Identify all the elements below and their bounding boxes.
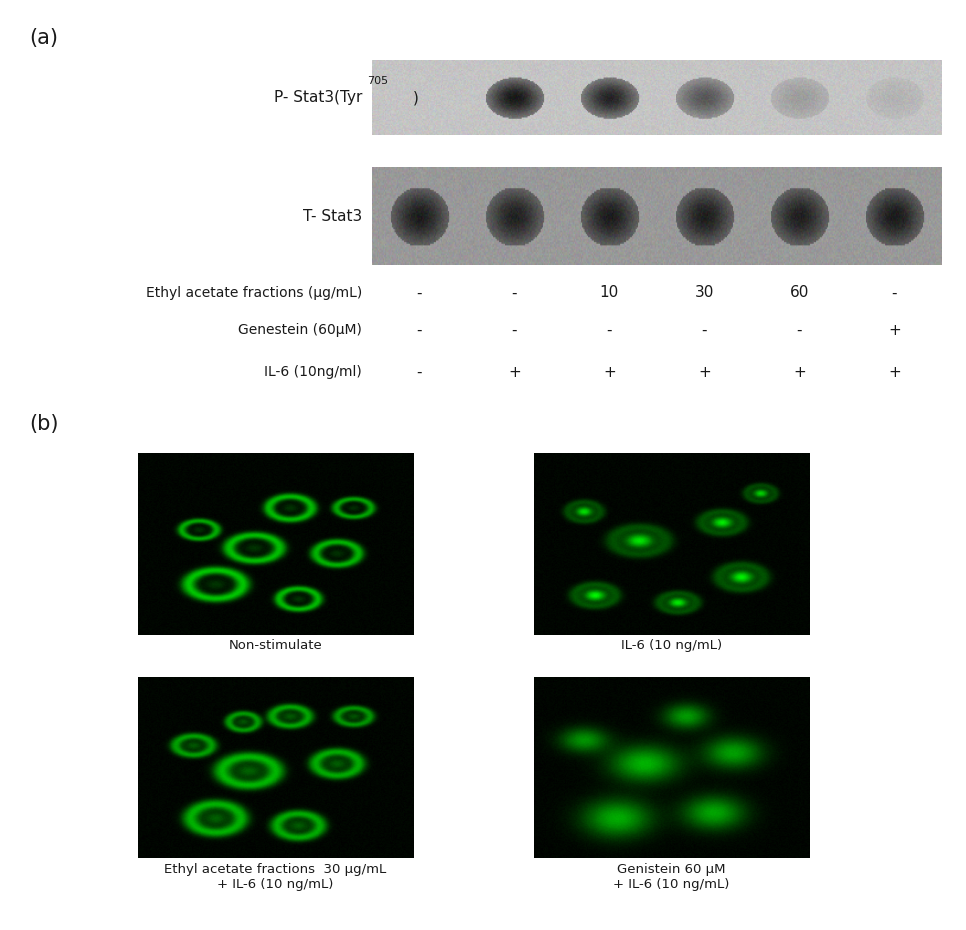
Text: (b): (b)	[29, 414, 59, 434]
Text: Non-stimulate: Non-stimulate	[228, 640, 323, 652]
Text: IL-6 (10ng/ml): IL-6 (10ng/ml)	[265, 365, 362, 379]
Text: -: -	[512, 286, 517, 300]
Text: +: +	[793, 365, 806, 379]
Text: Ethyl acetate fractions  30 μg/mL
+ IL-6 (10 ng/mL): Ethyl acetate fractions 30 μg/mL + IL-6 …	[164, 863, 386, 891]
Text: +: +	[508, 365, 521, 379]
Text: +: +	[888, 323, 900, 338]
Text: +: +	[698, 365, 711, 379]
Text: Genistein 60 μM
+ IL-6 (10 ng/mL): Genistein 60 μM + IL-6 (10 ng/mL)	[613, 863, 729, 891]
Text: Ethyl acetate fractions (μg/mL): Ethyl acetate fractions (μg/mL)	[146, 286, 362, 300]
Text: +: +	[603, 365, 615, 379]
Text: 60: 60	[789, 286, 810, 300]
Text: -: -	[416, 365, 422, 379]
Text: -: -	[416, 323, 422, 338]
Text: -: -	[701, 323, 707, 338]
Text: +: +	[888, 365, 900, 379]
Text: -: -	[892, 286, 897, 300]
Text: T- Stat3: T- Stat3	[303, 208, 362, 224]
Text: 10: 10	[600, 286, 619, 300]
Text: -: -	[416, 286, 422, 300]
Text: Genestein (60μM): Genestein (60μM)	[239, 323, 362, 338]
Text: (a): (a)	[29, 28, 58, 48]
Text: IL-6 (10 ng/mL): IL-6 (10 ng/mL)	[621, 640, 722, 652]
Text: ): )	[412, 90, 418, 105]
Text: 30: 30	[695, 286, 714, 300]
Text: -: -	[797, 323, 802, 338]
Text: -: -	[512, 323, 517, 338]
Text: 705: 705	[367, 76, 388, 86]
Text: P- Stat3(Tyr: P- Stat3(Tyr	[274, 90, 362, 105]
Text: -: -	[607, 323, 612, 338]
